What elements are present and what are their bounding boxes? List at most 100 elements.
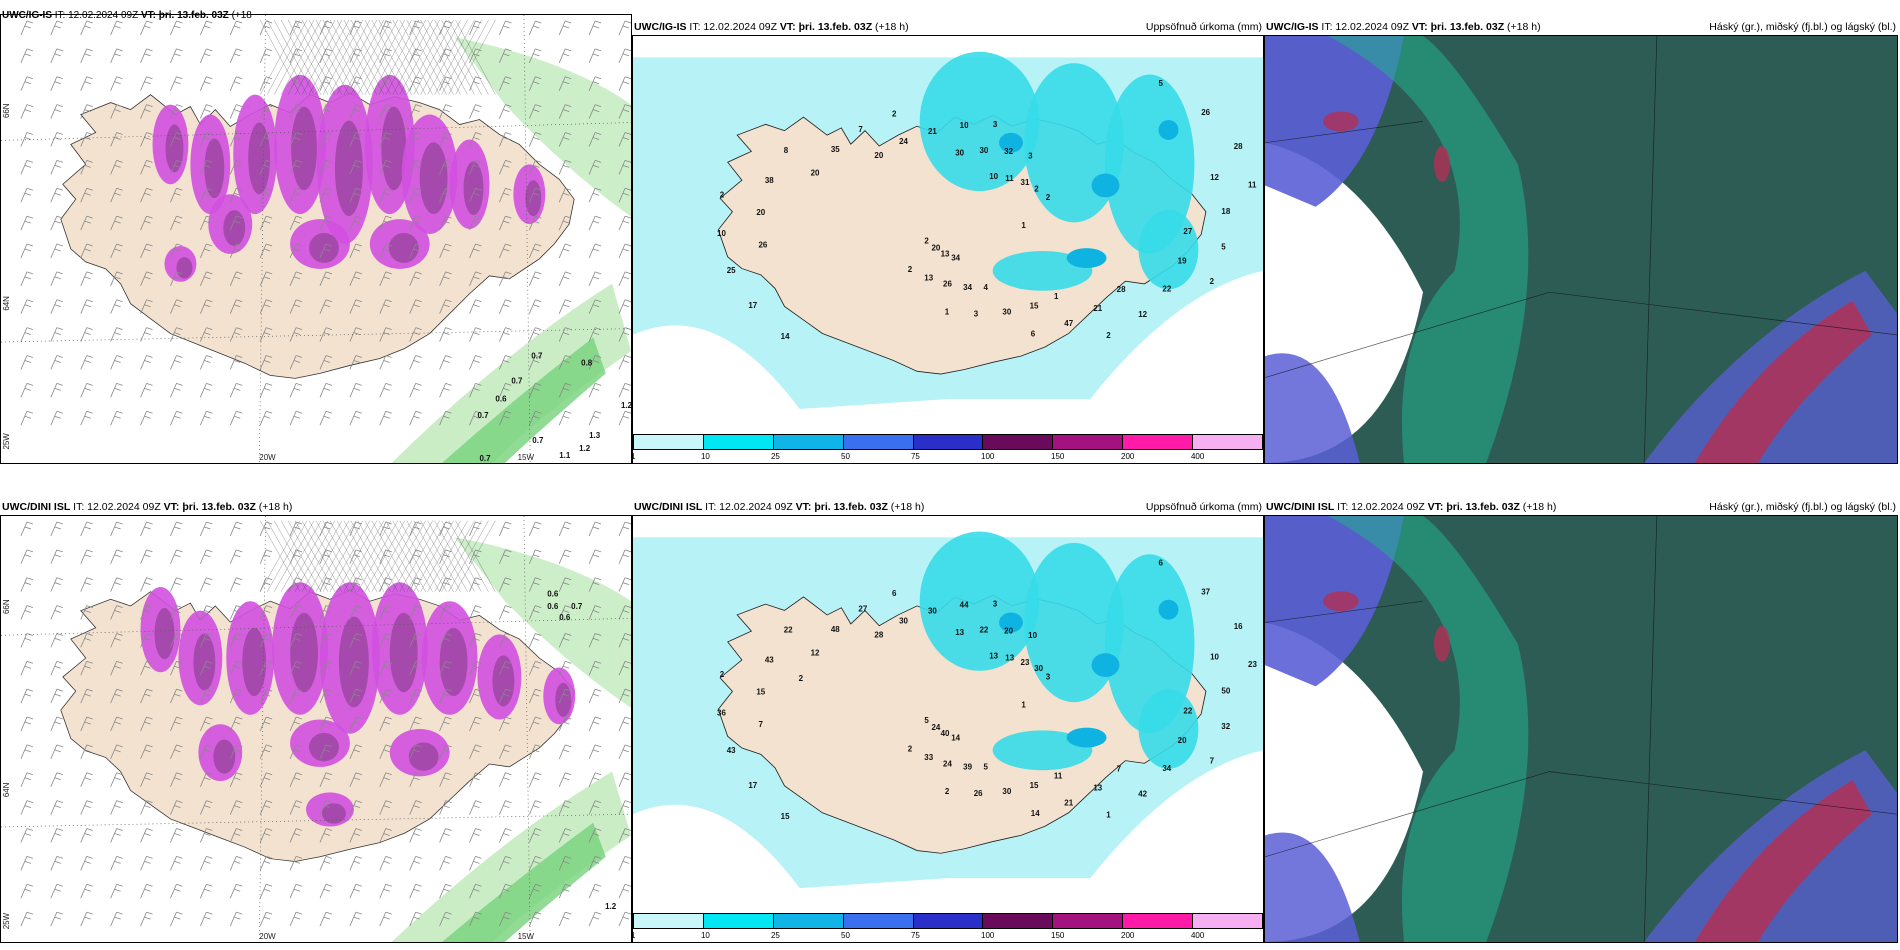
precip-value-label: 0.7 [479, 454, 491, 463]
wind-barb [379, 410, 392, 426]
wind-barb [409, 132, 422, 147]
wind-barb [469, 883, 482, 899]
wind-barb [140, 355, 153, 370]
wind-barb [170, 355, 183, 370]
accum-value-label: 10 [960, 121, 969, 130]
accum-value-label: 12 [1138, 310, 1147, 319]
wind-barb [319, 410, 333, 426]
precip-blob-core [223, 210, 246, 246]
wind-barb [200, 382, 213, 398]
wind-barb [499, 48, 512, 63]
wind-barb [20, 660, 34, 676]
wind-barb [289, 633, 303, 648]
wind-barb [618, 271, 631, 286]
accum-deep-region [1066, 248, 1107, 268]
wind-barb [140, 828, 153, 843]
red-cloud-patch [1433, 146, 1450, 183]
wind-barb [469, 521, 482, 537]
accum-value-label: 10 [989, 172, 998, 181]
wind-barb [588, 355, 602, 370]
wind-barb [259, 271, 273, 286]
hatch-line [434, 520, 475, 592]
wind-barb [528, 660, 542, 676]
precip-blob-core [248, 122, 271, 195]
wind-barb [499, 911, 512, 927]
wind-barbs [20, 521, 631, 927]
colorbar-tick-label: 25 [770, 931, 780, 940]
wind-barb [50, 215, 63, 231]
wind-barb [319, 355, 333, 370]
wind-barb [229, 688, 243, 704]
wind-barb [409, 605, 422, 620]
hatch-line [399, 19, 440, 95]
wind-barb [528, 271, 542, 286]
wind-barb [349, 549, 362, 564]
wind-barb [200, 159, 213, 175]
wind-barb [499, 132, 512, 147]
wind-barb [50, 716, 63, 732]
wind-barb [319, 299, 333, 314]
wind-barb [200, 772, 213, 787]
accum-value-label: 7 [1210, 756, 1215, 765]
wind-barb [618, 577, 631, 592]
wind-barb [259, 215, 273, 231]
wind-barb [20, 911, 34, 927]
wind-barb [289, 355, 303, 370]
wind-barb [379, 159, 392, 175]
wind-barb [20, 243, 34, 259]
wind-barb [319, 911, 333, 927]
wind-barb [170, 159, 183, 175]
precip-value-label: 0.7 [531, 351, 543, 360]
colorbar-swatch [1123, 914, 1194, 928]
accum-value-label: 10 [1210, 652, 1219, 661]
precip-value-label: 0.7 [511, 376, 523, 385]
wind-barb [618, 132, 631, 147]
accum-value-label: 2 [945, 787, 950, 796]
wind-barb [349, 355, 362, 370]
wind-barb [588, 382, 602, 398]
header-precip-wind-bottom: UWC/DINI ISL IT: 12.02.2024 09Z VT: þri.… [2, 501, 293, 513]
lon-axis-label: 15W [518, 453, 535, 462]
wind-barb [170, 521, 183, 537]
wind-barb [140, 688, 153, 704]
wind-barb [20, 633, 34, 648]
wind-barb [319, 104, 333, 119]
wind-barb [379, 243, 392, 259]
hatch-line [448, 520, 489, 592]
colorbar-top [633, 434, 1263, 450]
wind-barb [200, 215, 213, 231]
wind-barb [319, 132, 333, 147]
precip-value-label: 0.6 [559, 613, 571, 622]
wind-barb [259, 104, 273, 119]
panel-cloud-bottom [1264, 515, 1898, 943]
wind-barb [379, 911, 392, 927]
wind-barb [259, 187, 273, 203]
wind-barb [140, 76, 153, 91]
accum-mid-region [1104, 74, 1195, 254]
lat-axis-label: 64N [2, 782, 11, 797]
wind-barb [499, 772, 512, 787]
wind-barb [50, 159, 63, 175]
wind-barb [618, 744, 631, 760]
wind-barb [170, 48, 183, 63]
wind-barb [229, 299, 243, 314]
precip-blob-core [291, 106, 317, 191]
precip-blob-core [321, 803, 346, 824]
wind-barb [618, 856, 631, 871]
wind-barb [50, 187, 63, 203]
wind-barb [200, 744, 213, 760]
wind-barb [20, 20, 34, 36]
wind-barb [499, 215, 512, 231]
wind-barb [200, 20, 213, 36]
accum-value-label: 24 [899, 137, 908, 146]
wind-barb [110, 800, 123, 815]
colorbar-tick-label: 75 [910, 931, 920, 940]
wind-barb [140, 577, 153, 592]
red-cloud-patch [1322, 591, 1359, 612]
wind-barb [110, 772, 123, 787]
wind-barb [439, 48, 452, 63]
wind-barb [140, 104, 153, 119]
precip-value-label: 0.7 [477, 411, 489, 420]
accum-value-label: 13 [955, 628, 964, 637]
